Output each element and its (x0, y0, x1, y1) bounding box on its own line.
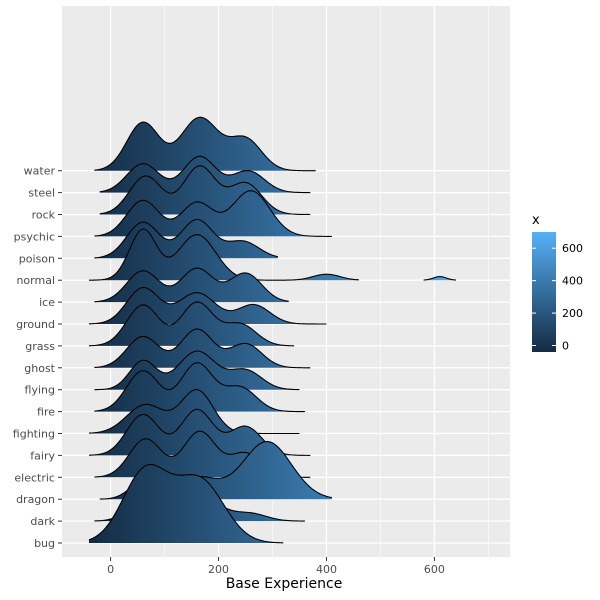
ridge-fill-water (94, 117, 316, 171)
y-tick-label-steel: steel (28, 187, 55, 200)
legend-label: 600 (562, 242, 583, 255)
y-tick-label-fairy: fairy (30, 449, 55, 462)
ridge-fill-normal (423, 276, 457, 281)
x-tick-label: 0 (107, 563, 114, 576)
ridge-outline-poison (94, 218, 279, 259)
y-tick-label-ground: ground (16, 318, 55, 331)
ridge-ghost (94, 328, 311, 369)
legend: x 0 200 400 600 (532, 213, 583, 353)
y-tick-label-normal: normal (16, 274, 55, 287)
y-tick-label-poison: poison (19, 252, 55, 265)
y-tick-label-bug: bug (34, 537, 55, 550)
ridge-outline-ground (88, 286, 327, 325)
y-tick-label-fighting: fighting (13, 428, 55, 441)
ridge-psychic (94, 190, 332, 237)
legend-colorbar (532, 232, 556, 352)
legend-label: 0 (562, 340, 569, 353)
y-tick-label-fire: fire (37, 406, 55, 419)
legend-label: 200 (562, 307, 583, 320)
legend-title: x (532, 213, 540, 228)
ridge-outline-steel (99, 155, 311, 194)
ridge-outline-grass (88, 301, 295, 347)
y-tick-label-water: water (24, 165, 56, 178)
x-tick-label: 600 (424, 563, 445, 576)
ridge-fill-grass (88, 301, 295, 346)
ridge-normal (423, 276, 457, 281)
y-tick-label-dark: dark (30, 515, 55, 528)
ridge-outline-bug (88, 464, 284, 544)
ridge-outline-fighting (88, 389, 300, 435)
y-axis: bug dark dragon electric fairy fighting fire fl… (13, 165, 62, 550)
ridge-outline-flying (94, 350, 300, 391)
y-tick-label-ice: ice (39, 296, 55, 309)
ridge-outline-normal (423, 276, 457, 281)
ridge-fill-dragon (99, 441, 332, 500)
ridge-outline-water (94, 116, 316, 172)
ridge-outline-rock (99, 165, 311, 216)
y-tick-label-psychic: psychic (14, 230, 55, 243)
ridge-fill-ghost (94, 329, 311, 368)
y-tick-label-electric: electric (14, 471, 55, 484)
y-tick-label-flying: flying (25, 384, 55, 397)
ridge-fill-psychic (94, 190, 332, 237)
ridge-bug (88, 464, 284, 544)
ridge-fill-fire (94, 362, 305, 412)
x-axis-title: Base Experience (226, 576, 343, 592)
ridge-fill-normal (88, 229, 359, 281)
x-axis: 0 200 400 600 (107, 557, 445, 576)
ridge-normal (88, 228, 359, 281)
ridge-outline-normal (88, 228, 359, 281)
ridge-outline-ice (94, 267, 289, 303)
ridge-fill-bug (88, 464, 284, 543)
y-tick-label-grass: grass (25, 340, 55, 353)
y-tick-label-dragon: dragon (16, 493, 55, 506)
ridge-grass (88, 301, 295, 347)
ridges (88, 116, 457, 544)
ridge-outline-fire (94, 362, 305, 413)
y-tick-label-rock: rock (32, 209, 56, 222)
ridge-outline-ghost (94, 328, 311, 369)
x-tick-label: 400 (316, 563, 337, 576)
legend-ticks: 0 200 400 600 (532, 242, 583, 353)
y-tick-label-ghost: ghost (24, 362, 55, 375)
ridge-water (94, 116, 316, 172)
ridge-fire (94, 362, 305, 413)
ridge-outline-psychic (94, 190, 332, 237)
legend-label: 400 (562, 275, 583, 288)
x-tick-label: 200 (208, 563, 229, 576)
